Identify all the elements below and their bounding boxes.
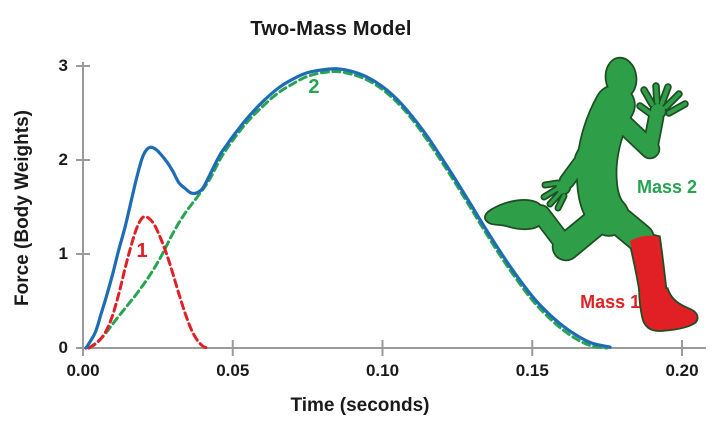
chart-title: Two-Mass Model: [250, 18, 412, 40]
force-curves: [84, 67, 612, 350]
annotation-mass-2: Mass 2: [636, 177, 698, 198]
y-axis-title: Force (Body Weights): [12, 110, 33, 306]
mass1-force-curve: [87, 215, 209, 350]
runner-body-green: [485, 58, 687, 260]
runner-front-hand: [651, 104, 665, 118]
annotation-mass-1: Mass 1: [580, 292, 641, 313]
total-force-curve: [84, 67, 612, 350]
x-tick-label-0.00: 0.00: [66, 361, 100, 380]
runner-rear-fingers: [542, 181, 566, 210]
runner-rear-shin: [533, 206, 574, 255]
x-tick-label-0.05: 0.05: [216, 361, 250, 380]
y-tick-label-3: 3: [58, 56, 68, 75]
runner-red-shin: [630, 235, 666, 296]
runner-front-upper-arm: [604, 105, 659, 158]
runner-front-fingers: [638, 84, 687, 116]
annotation-2: 2: [308, 75, 320, 98]
runner-front-forearm: [643, 111, 663, 156]
runner-rear-foot: [485, 200, 544, 229]
runner-illustration: [484, 56, 699, 332]
mass2-force-curve: [87, 70, 609, 350]
y-tick-label-0: 0: [58, 338, 68, 357]
x-axis-title: Time (seconds): [290, 395, 430, 416]
x-tick-label-0.20: 0.20: [665, 361, 699, 380]
runner-red-foot: [640, 289, 697, 331]
y-tick-label-2: 2: [58, 150, 68, 169]
annotation-1: 1: [136, 240, 148, 263]
x-tick-label-0.15: 0.15: [515, 361, 549, 380]
x-tick-label-0.10: 0.10: [365, 361, 400, 380]
runner-rear-hand: [556, 180, 570, 194]
axes: [76, 62, 706, 356]
y-tick-label-1: 1: [58, 244, 68, 263]
runner-rear-forearm: [560, 151, 591, 188]
runner-lower-leg-red: [630, 235, 697, 331]
